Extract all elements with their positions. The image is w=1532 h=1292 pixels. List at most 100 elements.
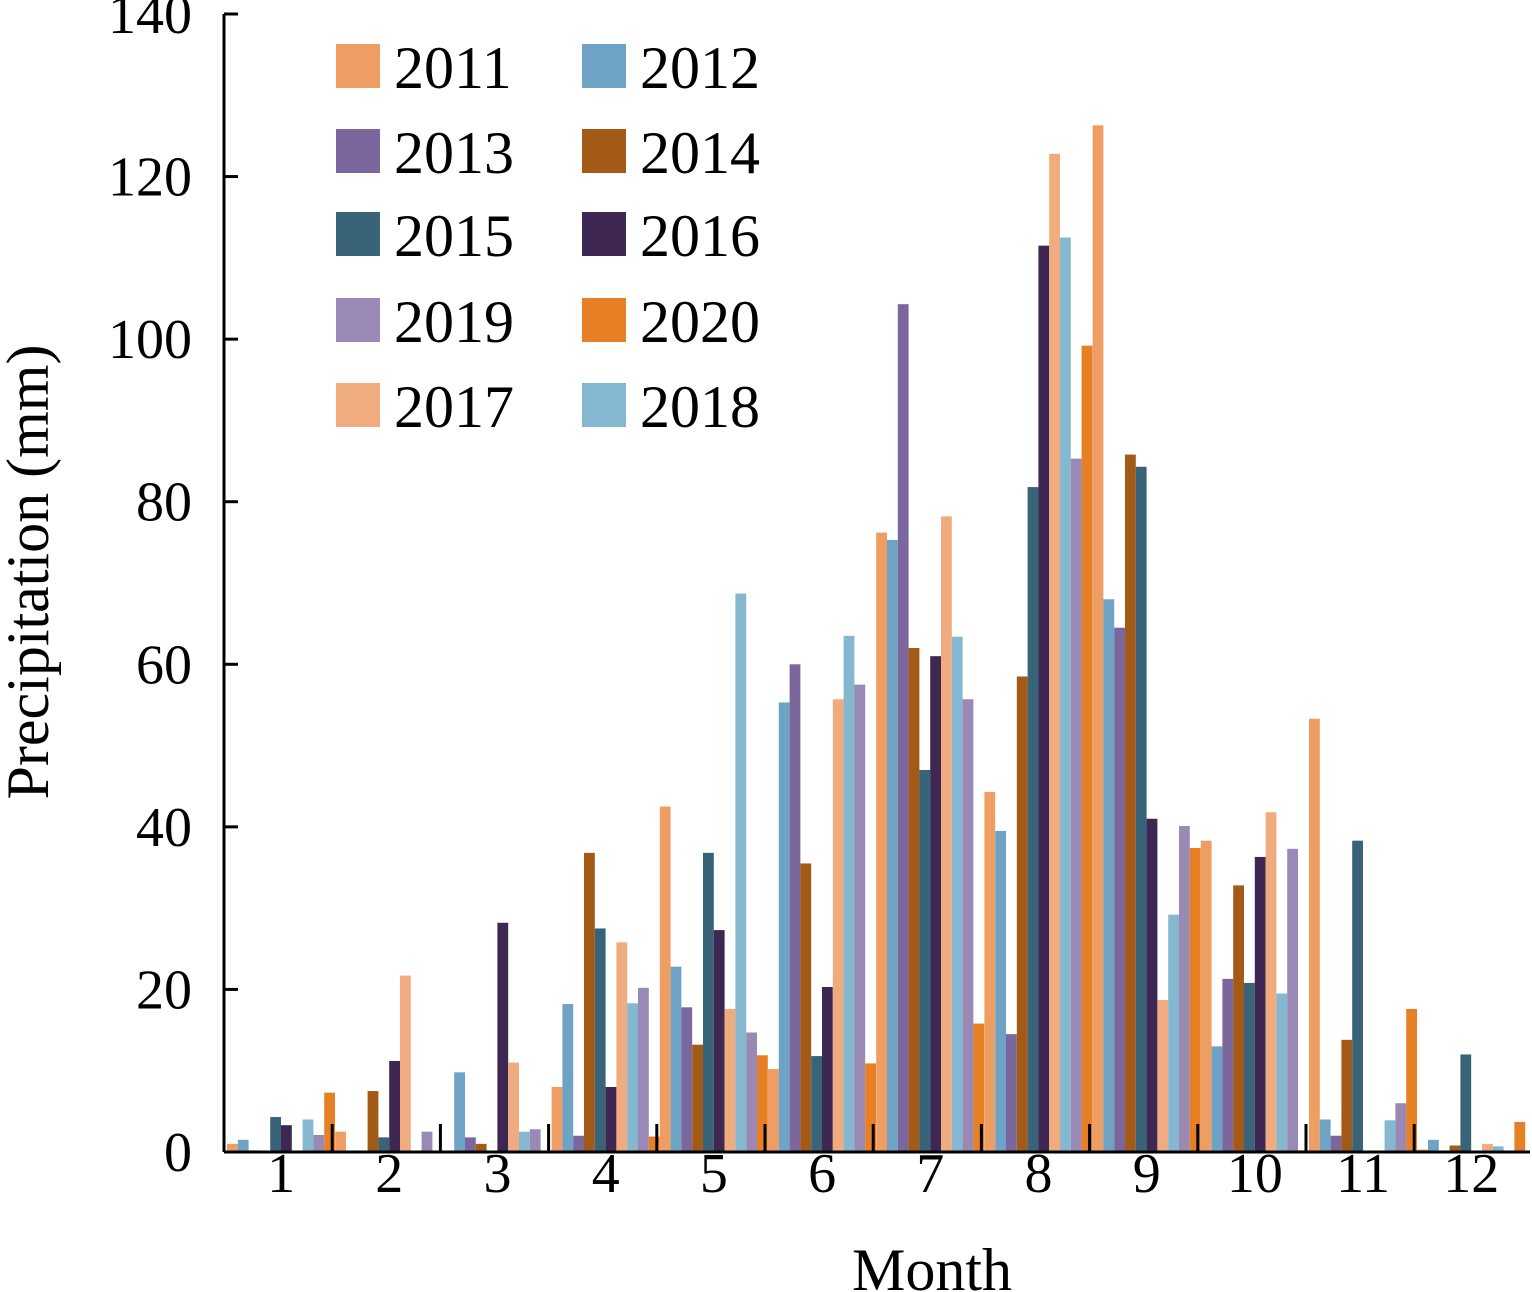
bar-2013-month-8 — [1006, 1034, 1017, 1152]
x-tick-label: 5 — [700, 1143, 728, 1205]
legend-label-2016: 2016 — [640, 203, 760, 269]
bar-2019-month-10 — [1287, 848, 1298, 1152]
bar-2011-month-4 — [551, 1086, 563, 1152]
bar-2011-month-8 — [984, 791, 996, 1152]
y-tick-label: 100 — [108, 309, 192, 371]
bar-2020-month-6 — [865, 1063, 876, 1152]
bar-2014-month-6 — [800, 863, 812, 1152]
bar-2017-month-6 — [832, 699, 844, 1152]
bar-2019-month-3 — [529, 1129, 541, 1152]
bar-2018-month-7 — [951, 636, 963, 1152]
legend-swatch-2017 — [336, 383, 380, 427]
bar-2017-month-2 — [400, 975, 411, 1152]
x-tick-label: 8 — [1025, 1143, 1053, 1205]
bar-2019-month-6 — [854, 684, 866, 1152]
bar-2018-month-12 — [1492, 1146, 1504, 1152]
x-axis-title: Month — [852, 1237, 1012, 1292]
bar-2017-month-5 — [724, 1008, 736, 1152]
bar-2017-month-3 — [508, 1062, 519, 1152]
y-tick-label: 0 — [164, 1122, 192, 1184]
y-tick-label: 40 — [136, 797, 192, 859]
bar-2020-month-5 — [757, 1055, 768, 1152]
legend-label-2015: 2015 — [394, 203, 514, 269]
y-tick-label: 20 — [136, 959, 192, 1021]
legend-label-2012: 2012 — [640, 35, 760, 101]
bar-2020-month-9 — [1189, 847, 1201, 1152]
bar-2011-month-11 — [1309, 718, 1320, 1152]
bar-2015-month-8 — [1027, 487, 1039, 1153]
bar-2013-month-9 — [1114, 627, 1125, 1152]
bar-2012-month-1 — [237, 1139, 249, 1152]
bar-2012-month-4 — [562, 1004, 574, 1152]
y-axis-title: Precipitation (mm) — [0, 345, 61, 800]
bar-2018-month-9 — [1168, 914, 1179, 1152]
bar-2011-month-9 — [1092, 125, 1104, 1153]
legend-label-2011: 2011 — [394, 35, 512, 101]
bar-2016-month-9 — [1146, 818, 1158, 1152]
bar-2019-month-5 — [746, 1032, 757, 1152]
bar-2019-month-4 — [638, 987, 649, 1152]
bar-2016-month-10 — [1254, 856, 1266, 1152]
bar-2011-month-7 — [876, 532, 887, 1152]
bar-2016-month-4 — [605, 1086, 617, 1152]
legend-swatch-2013 — [336, 129, 380, 173]
bar-2012-month-5 — [670, 966, 682, 1152]
x-tick-label: 9 — [1133, 1143, 1161, 1205]
bar-2016-month-5 — [713, 930, 725, 1152]
bar-2013-month-11 — [1330, 1135, 1342, 1152]
x-tick-label: 11 — [1336, 1143, 1390, 1205]
bar-2013-month-4 — [573, 1135, 584, 1152]
bar-2011-month-1 — [227, 1143, 238, 1152]
bar-2018-month-10 — [1276, 993, 1288, 1152]
y-tick-label: 60 — [136, 634, 192, 696]
bar-2014-month-3 — [475, 1143, 487, 1152]
bar-2017-month-10 — [1265, 812, 1277, 1152]
bars-layer — [227, 125, 1526, 1153]
bar-2014-month-2 — [367, 1091, 379, 1152]
bar-2020-month-1 — [324, 1092, 335, 1152]
bar-2016-month-8 — [1038, 245, 1050, 1152]
bar-2019-month-8 — [1070, 458, 1082, 1152]
legend-swatch-2019 — [336, 298, 380, 342]
bar-2016-month-2 — [389, 1060, 400, 1152]
legend-swatch-2012 — [582, 44, 626, 88]
bar-2016-month-7 — [930, 656, 941, 1152]
bar-2011-month-10 — [1200, 840, 1212, 1152]
bar-2019-month-7 — [962, 699, 974, 1152]
bar-2012-month-9 — [1103, 599, 1115, 1152]
bar-2011-month-2 — [335, 1131, 346, 1152]
bar-2020-month-11 — [1406, 1008, 1417, 1152]
bar-2015-month-2 — [378, 1137, 390, 1152]
bar-2017-month-7 — [941, 516, 952, 1152]
bar-2014-month-10 — [1233, 885, 1244, 1152]
legend-swatch-2016 — [582, 212, 626, 256]
bar-2015-month-12 — [1460, 1054, 1472, 1152]
bar-2017-month-4 — [616, 942, 628, 1152]
legend-label-2014: 2014 — [640, 120, 760, 186]
bar-2012-month-10 — [1211, 1046, 1223, 1152]
bar-2012-month-6 — [778, 702, 790, 1152]
bar-2016-month-3 — [497, 922, 509, 1152]
bar-2020-month-4 — [648, 1136, 660, 1152]
bar-2015-month-9 — [1135, 466, 1147, 1152]
y-tick-label: 80 — [136, 472, 192, 534]
x-tick-label: 4 — [592, 1143, 620, 1205]
bar-2018-month-8 — [1060, 237, 1071, 1153]
bar-2011-month-5 — [659, 806, 671, 1152]
x-tick-label: 7 — [916, 1143, 944, 1205]
bar-2013-month-5 — [681, 1007, 693, 1152]
legend-label-2019: 2019 — [394, 289, 514, 355]
bar-2015-month-6 — [811, 1056, 822, 1152]
bar-2014-month-11 — [1341, 1039, 1353, 1152]
bar-2014-month-9 — [1125, 454, 1136, 1152]
legend-label-2018: 2018 — [640, 374, 760, 440]
bar-2018-month-5 — [735, 593, 747, 1152]
x-ticks: 1 2 3 4 5 6 7 8 9 10 11 12 — [267, 1124, 1499, 1205]
bar-2012-month-3 — [454, 1072, 465, 1152]
x-tick-label: 10 — [1227, 1143, 1283, 1205]
legend-swatch-2015 — [336, 212, 380, 256]
bar-2015-month-7 — [919, 769, 931, 1152]
bar-2019-month-2 — [421, 1131, 433, 1152]
x-tick-label: 2 — [375, 1143, 403, 1205]
bar-2018-month-6 — [843, 635, 855, 1152]
